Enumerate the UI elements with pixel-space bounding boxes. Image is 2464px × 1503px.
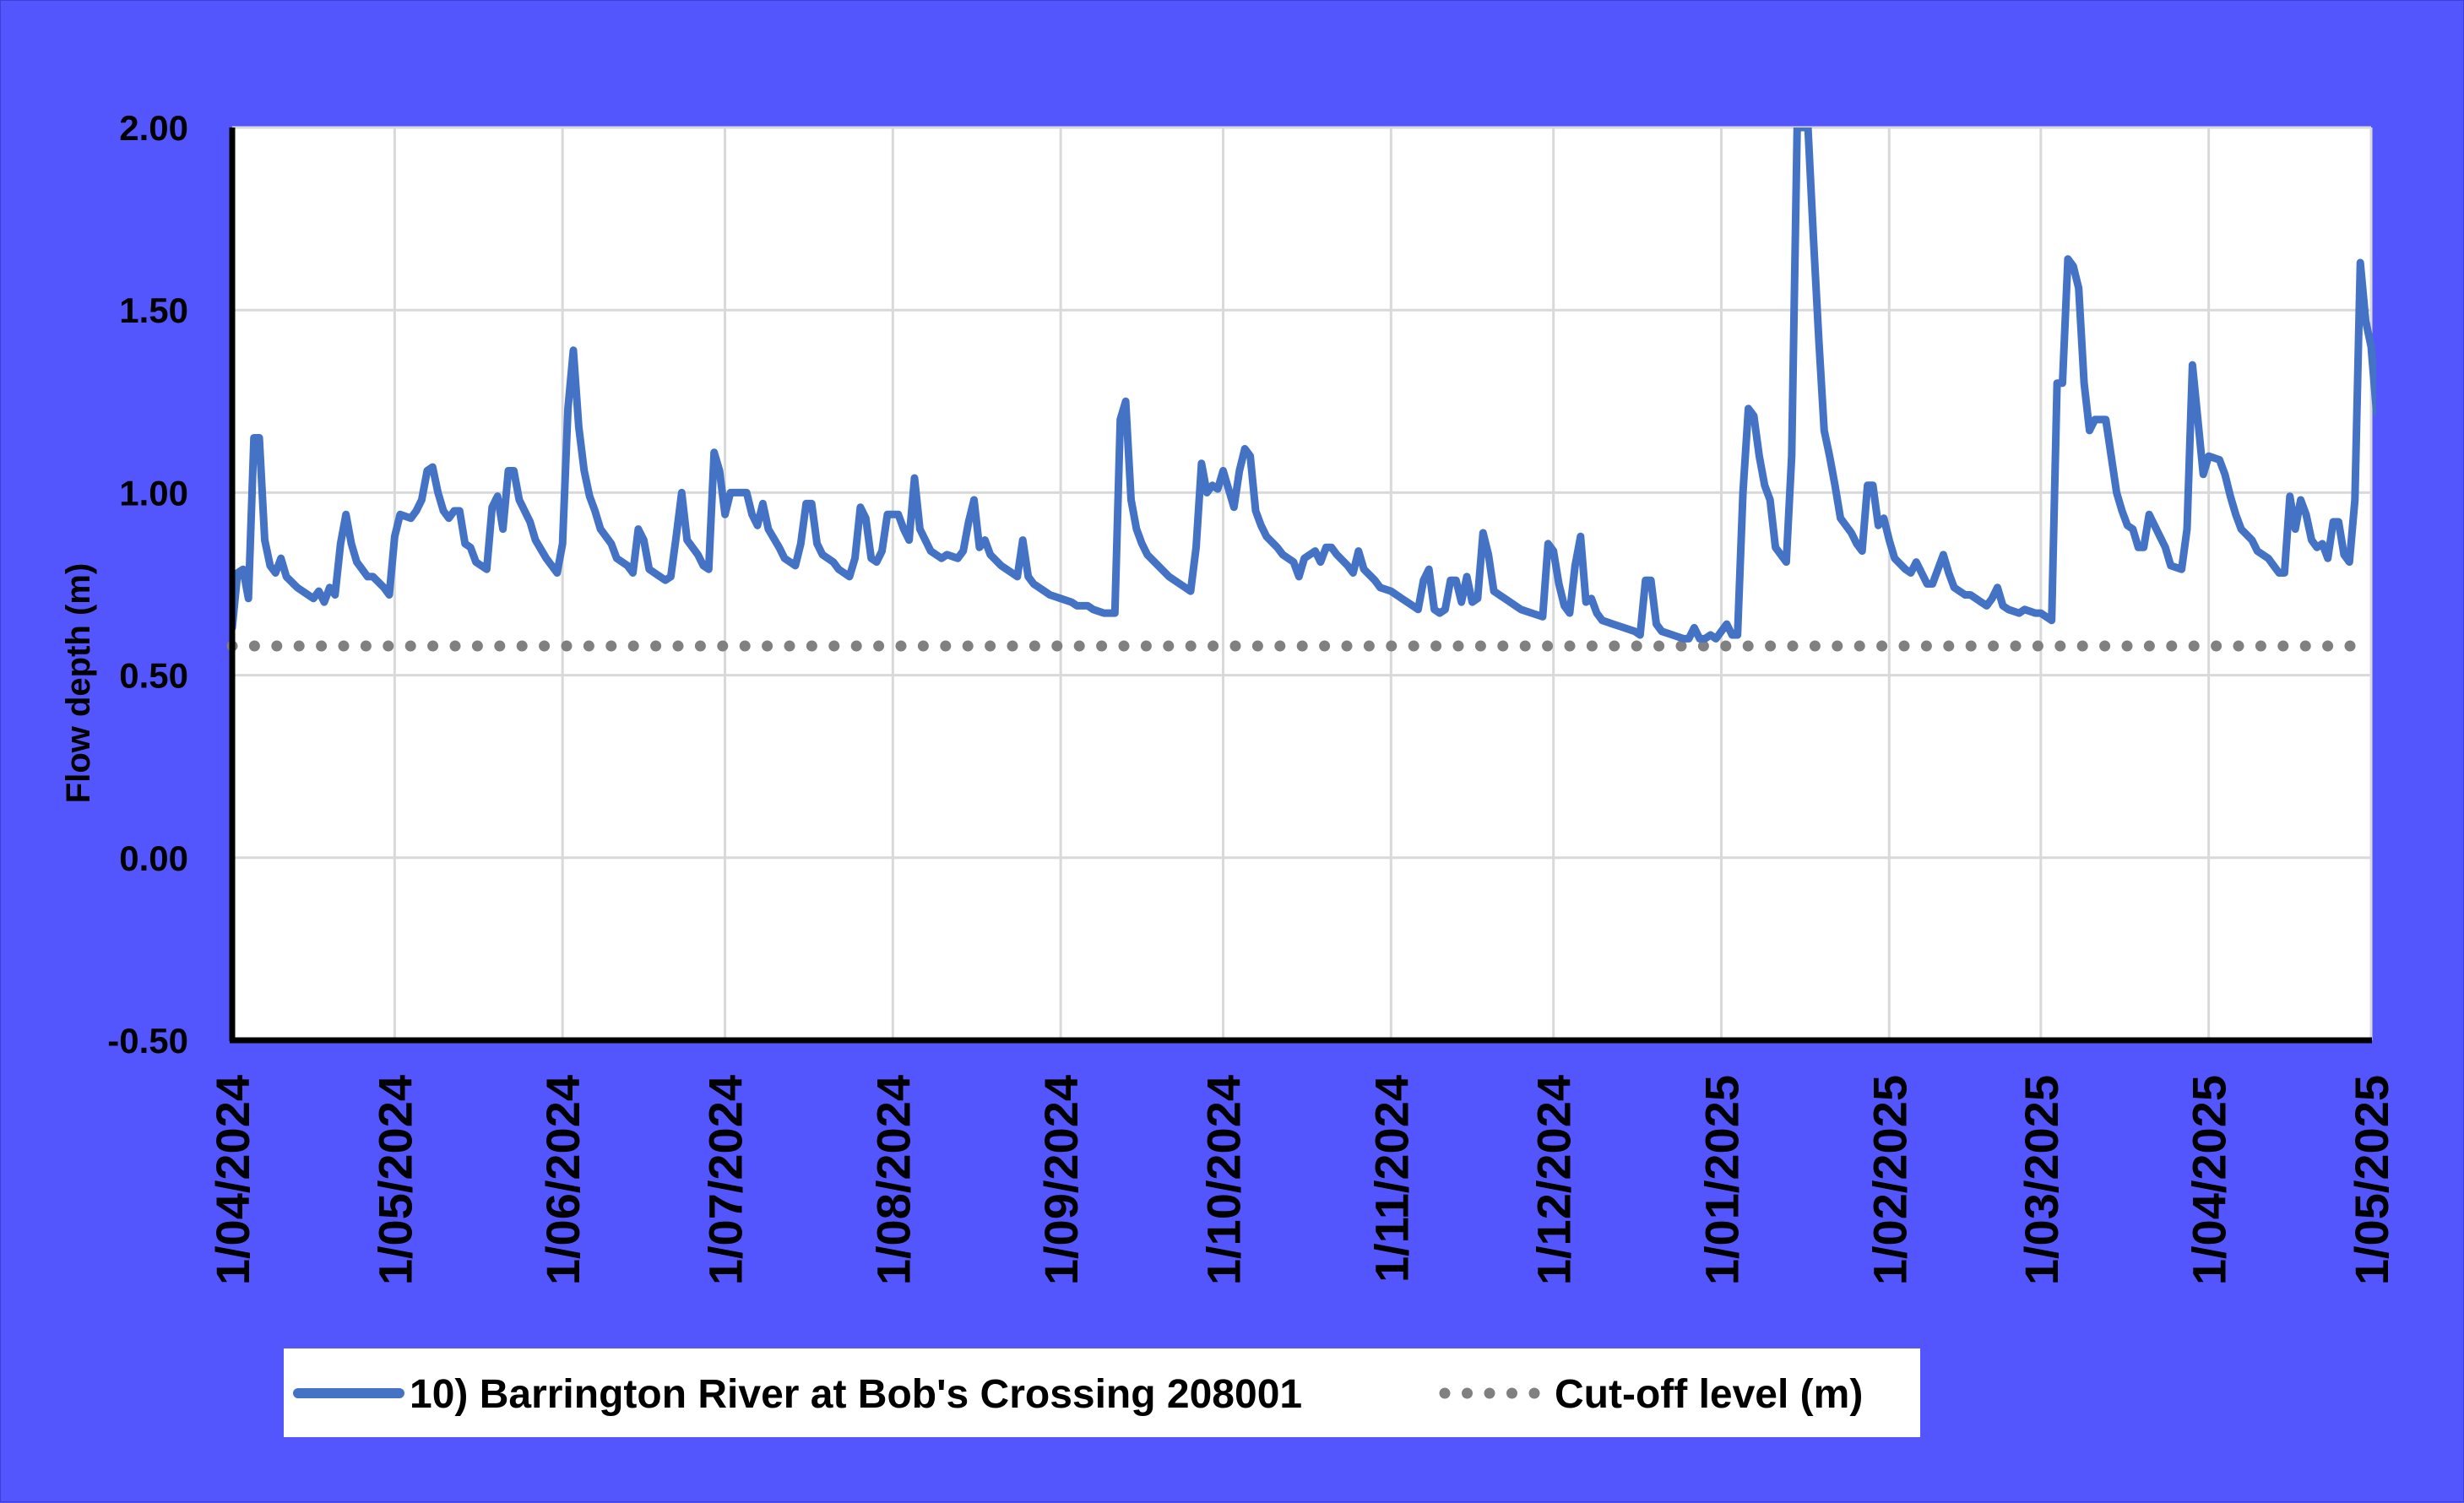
y-tick-label: 1.00 [119, 473, 188, 513]
series-layer [226, 128, 2377, 652]
x-tick-label: 1/10/2024 [1197, 1075, 1251, 1285]
legend-label-cutoff: Cut-off level (m) [1555, 1372, 1863, 1417]
y-tick-label: 0.50 [119, 656, 188, 696]
y-axis-title: Flow depth (m) [60, 563, 97, 803]
x-tick-label: 1/09/2024 [1034, 1075, 1088, 1285]
x-tick-label: 1/04/2025 [2183, 1075, 2236, 1285]
x-tick-label: 1/03/2025 [2015, 1075, 2068, 1285]
y-tick-label: 0.00 [119, 838, 188, 878]
x-tick-label: 1/06/2024 [536, 1075, 589, 1285]
x-tick-label: 1/04/2024 [206, 1075, 259, 1285]
x-tick-label: 1/01/2025 [1695, 1075, 1748, 1285]
x-tick-label: 1/05/2024 [368, 1075, 421, 1285]
x-tick-label: 1/07/2024 [699, 1075, 752, 1285]
x-tick-label: 1/05/2025 [2345, 1075, 2398, 1285]
x-tick-label: 1/08/2024 [866, 1075, 920, 1285]
x-tick-label: 1/02/2025 [1863, 1075, 1916, 1285]
legend-box [284, 1348, 1920, 1437]
y-tick-label: -0.50 [107, 1021, 188, 1061]
x-tick-label: 1/12/2024 [1528, 1075, 1581, 1285]
legend-label-flow: 10) Barrington River at Bob's Crossing 2… [410, 1372, 1302, 1417]
x-tick-labels: 1/04/2024 1/05/2024 1/06/2024 1/07/2024 1/08… [206, 1075, 2398, 1285]
series-flow-line [232, 128, 2376, 643]
plot-area [232, 128, 2371, 1040]
y-tick-label: 1.50 [119, 290, 188, 330]
y-tick-labels: -0.50 0.00 0.50 1.00 1.50 2.00 [107, 108, 188, 1061]
y-tick-label: 2.00 [119, 108, 188, 148]
x-tick-label: 1/11/2024 [1365, 1075, 1418, 1283]
